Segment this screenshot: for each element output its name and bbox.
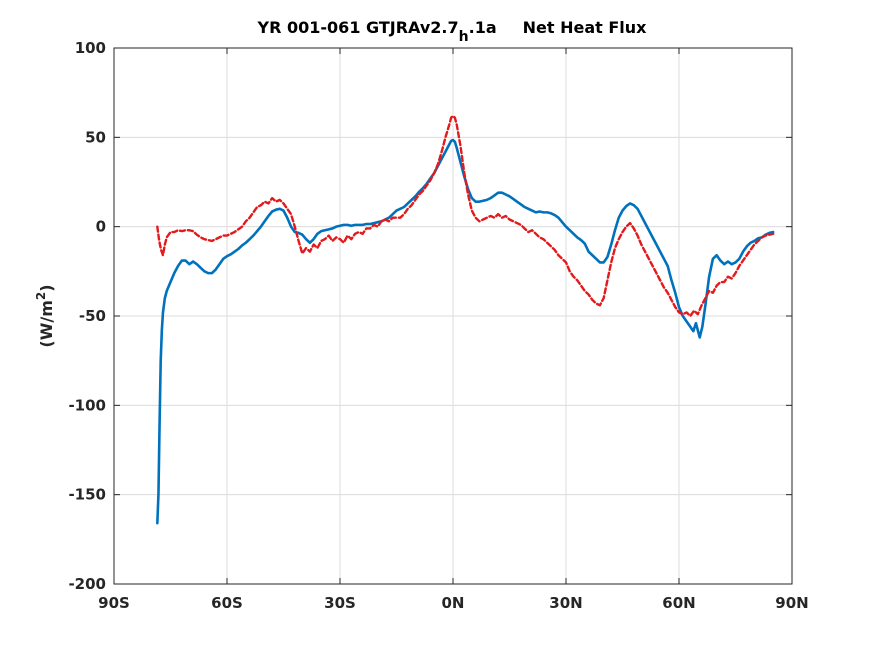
- x-tick-label: 60N: [662, 594, 695, 612]
- y-tick-label: 100: [75, 39, 106, 57]
- x-tick-label: 90S: [98, 594, 130, 612]
- tick-marks: [113, 47, 793, 585]
- y-tick-label: -100: [68, 396, 106, 414]
- y-tick-label: -200: [68, 575, 106, 593]
- x-tick-labels: 90S 60S 30S 0N 30N 60N 90N: [98, 594, 809, 612]
- y-axis-label: (W/m2): [34, 284, 56, 347]
- y-tick-label: 50: [85, 128, 106, 146]
- title-variable: Net Heat Flux: [523, 18, 648, 37]
- ylabel-base: (W/m: [37, 300, 56, 347]
- series-line-dashed: [156, 114, 775, 318]
- series-line-solid: [156, 138, 775, 525]
- y-tick-label: -50: [79, 307, 106, 325]
- chart-title: YR 001-061 GTJRAv2.7h.1a Net Heat Flux: [257, 18, 648, 45]
- y-tick-label: 0: [96, 218, 106, 236]
- ylabel-superscript: 2: [34, 292, 48, 300]
- title-prefix: YR 001-061 GTJRAv2.7: [257, 18, 459, 37]
- series-layer: [156, 114, 775, 525]
- title-subscript: h: [459, 29, 469, 45]
- plot-area: [113, 47, 793, 585]
- title-suffix: .1a: [469, 18, 497, 37]
- x-tick-label: 90N: [775, 594, 808, 612]
- x-tick-label: 30S: [324, 594, 356, 612]
- y-tick-labels: 100 50 0 -50 -100 -150 -200: [68, 39, 106, 593]
- x-tick-label: 60S: [211, 594, 243, 612]
- x-tick-label: 30N: [549, 594, 582, 612]
- y-tick-label: -150: [68, 486, 106, 504]
- ylabel-close: ): [37, 284, 56, 291]
- x-tick-label: 0N: [442, 594, 465, 612]
